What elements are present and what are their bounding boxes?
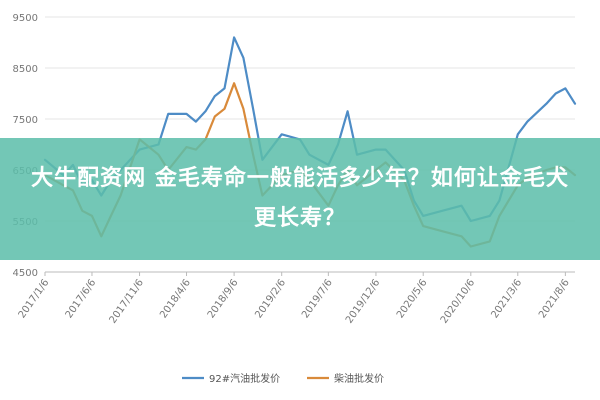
x-tick-label-7: 2019/12/6 (344, 277, 382, 325)
y-tick-label-8500: 8500 (13, 64, 38, 75)
y-tick-label-7500: 7500 (13, 115, 38, 126)
y-tick-label-9500: 9500 (13, 13, 38, 24)
x-tick-label-0: 2017/1/6 (17, 277, 52, 320)
x-tick-label-2: 2017/11/6 (108, 277, 146, 325)
legend-label-diesel: 柴油批发价 (334, 372, 384, 385)
x-tick-label-1: 2017/6/6 (64, 277, 99, 320)
x-tick-label-5: 2019/2/6 (253, 277, 288, 320)
watermark-banner: 大牛配资网 金毛寿命一般能活多少年？如何让金毛犬更长寿？ (0, 138, 600, 260)
y-tick-label-4500: 4500 (13, 268, 38, 279)
x-tick-label-4: 2018/9/6 (206, 277, 241, 320)
x-tick-label-8: 2020/5/6 (395, 277, 430, 320)
x-tick-label-10: 2021/3/6 (489, 277, 524, 320)
banner-title: 大牛配资网 金毛寿命一般能活多少年？如何让金毛犬更长寿？ (31, 166, 569, 231)
x-tick-label-3: 2018/4/6 (158, 277, 193, 320)
x-tick-label-11: 2021/8/6 (537, 277, 572, 320)
x-tick-label-9: 2020/10/6 (439, 277, 477, 325)
x-tick-label-6: 2019/7/6 (300, 277, 335, 320)
legend: 92#汽油批发价 柴油批发价 (182, 372, 384, 385)
x-axis-ticks: 2017/1/6 2017/6/6 2017/11/6 2018/4/6 2018/9/… (17, 272, 572, 326)
legend-label-92-gasoline: 92#汽油批发价 (209, 372, 280, 385)
